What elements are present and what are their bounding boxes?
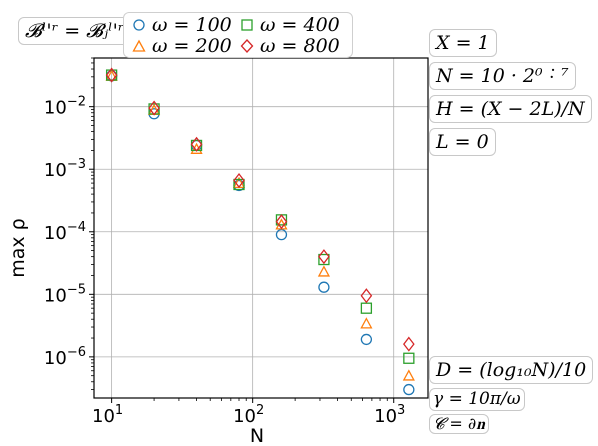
legend-item-omega-800: ω = 800: [240, 36, 340, 56]
x-tick-label: 101: [92, 403, 123, 427]
data-point-diamond: [403, 336, 415, 352]
y-tick-label: 10−5: [44, 282, 86, 306]
data-point-circle: [403, 383, 415, 396]
y-tick-label: 10−3: [44, 157, 86, 181]
data-point-square: [318, 253, 330, 266]
data-point-triangle: [402, 369, 415, 381]
legend-item-omega-400: ω = 400: [240, 15, 340, 35]
annotation-l: L = 0: [429, 128, 496, 156]
data-point-diamond: [360, 288, 373, 304]
x-axis-label: N: [250, 425, 264, 446]
data-point-square: [403, 352, 415, 364]
y-axis-label: max ρ: [7, 218, 29, 278]
data-point-diamond: [318, 249, 330, 265]
data-point-square: [360, 302, 373, 314]
data-point-diamond: [275, 214, 288, 230]
data-point-square: [233, 178, 245, 191]
legend: ω = 100 ω = 200 ω = 400 ω = 800: [123, 12, 353, 58]
data-point-diamond: [105, 67, 118, 83]
annotation-h: H = (X − 2L)/N: [429, 95, 592, 123]
legend-item-omega-200: ω = 200: [132, 36, 232, 56]
data-point-circle: [360, 333, 373, 346]
annotation-d: D = (log₁₀N)/10: [429, 356, 594, 384]
x-tick-label: 102: [233, 403, 264, 427]
data-point-circle: [275, 228, 288, 241]
annotation-n: N = 10 · 2⁰ ˸ ⁷: [429, 62, 576, 90]
plot-frame: [93, 57, 429, 399]
y-tick-label: 10−4: [44, 220, 86, 244]
y-tick-label: 10−2: [44, 95, 86, 119]
square-marker-icon: [241, 19, 253, 31]
data-points: [105, 67, 415, 396]
annotation-c: 𝓒 = ∂𝐧: [429, 414, 489, 434]
diamond-marker-icon: [240, 39, 254, 53]
data-point-triangle: [190, 142, 203, 154]
data-point-triangle: [317, 265, 331, 277]
triangle-marker-icon: [132, 39, 146, 52]
axis-ticks: 101 102 103 10−6 10−5 10−4 10−3 10−2: [44, 57, 405, 427]
x-tick-label: 103: [374, 403, 405, 427]
data-point-triangle: [360, 317, 373, 329]
data-point-diamond: [233, 172, 245, 189]
y-tick-label: 10−6: [44, 345, 86, 369]
data-point-diamond: [190, 136, 203, 152]
legend-item-omega-100: ω = 100: [132, 15, 232, 35]
circle-marker-icon: [133, 19, 145, 31]
annotation-gamma: γ = 10π/ω: [429, 388, 525, 411]
annotation-basis: 𝓑ˡ'ʳ = 𝓑ⱼˡ'ʳ: [18, 17, 132, 45]
annotation-x: X = 1: [429, 29, 497, 57]
data-point-circle: [318, 281, 330, 293]
grid: [94, 58, 428, 398]
data-point-diamond: [148, 100, 160, 116]
